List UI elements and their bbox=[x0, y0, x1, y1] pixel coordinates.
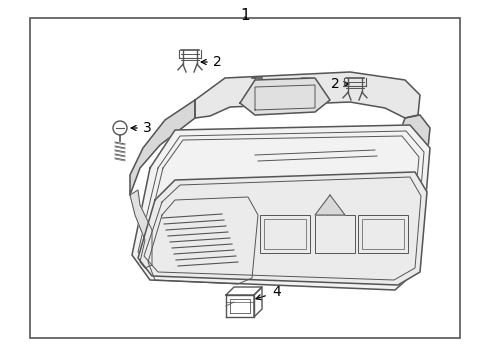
Text: 4: 4 bbox=[272, 285, 281, 299]
Polygon shape bbox=[195, 72, 420, 118]
Bar bbox=[30, 18, 460, 338]
Polygon shape bbox=[400, 115, 430, 155]
Bar bbox=[362, 219, 404, 249]
Bar bbox=[260, 215, 310, 253]
Polygon shape bbox=[132, 125, 430, 290]
Bar bbox=[315, 215, 355, 253]
Text: 2: 2 bbox=[213, 55, 222, 69]
Polygon shape bbox=[130, 190, 152, 268]
Text: 2: 2 bbox=[331, 77, 340, 91]
Text: 3: 3 bbox=[143, 121, 152, 135]
Bar bbox=[264, 219, 306, 249]
Polygon shape bbox=[240, 78, 330, 115]
Polygon shape bbox=[130, 100, 195, 195]
Polygon shape bbox=[138, 172, 427, 285]
Text: 1: 1 bbox=[240, 8, 250, 23]
Bar bbox=[358, 215, 408, 253]
Polygon shape bbox=[315, 195, 345, 215]
